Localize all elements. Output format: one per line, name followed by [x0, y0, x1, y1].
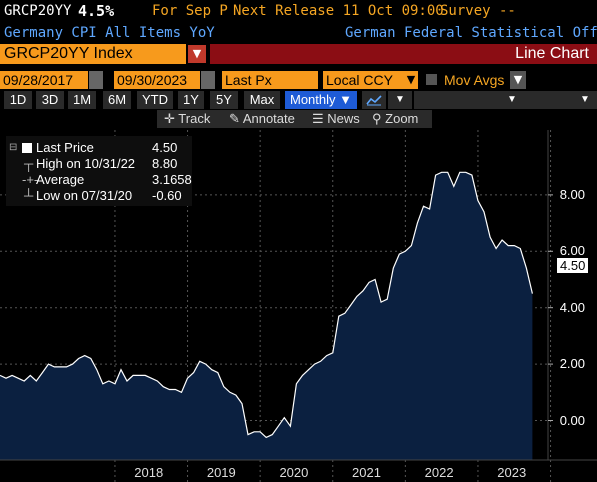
chevron-down-icon: ▼ [395, 94, 405, 105]
average-marker-icon: -+- [22, 172, 39, 187]
track-label: Track [178, 111, 211, 126]
chevron-down-icon: ▼ [406, 73, 416, 86]
mov-avgs-dropdown-button[interactable]: ▼ [510, 71, 526, 89]
y-tick-label: 0.00 [559, 412, 585, 428]
current-value: 4.5% [78, 2, 115, 20]
crosshair-icon: ✛ [164, 111, 175, 126]
last-price-swatch [22, 143, 32, 153]
legend: ⊟ Last Price 4.50 ┬ High on 10/31/22 8.8… [6, 136, 192, 206]
average-label: Average [36, 172, 85, 187]
start-calendar-icon[interactable] [89, 71, 103, 89]
last-price-label: Last Price [36, 140, 94, 155]
security-field[interactable]: GRCP20YY Index [0, 44, 186, 64]
chevron-down-icon: ▼ [513, 73, 523, 86]
chart-style-button[interactable] [362, 91, 386, 109]
zoom-tool[interactable]: ⚲ Zoom [372, 111, 418, 127]
price-area [0, 172, 533, 461]
news-tool[interactable]: ☰ News [312, 111, 360, 127]
y-tick-label: 8.00 [559, 186, 585, 202]
x-tick-label: 2018 [134, 465, 164, 480]
start-date-field[interactable]: 09/28/2017 [0, 71, 88, 89]
low-label: Low on 07/31/20 [36, 188, 133, 203]
price-line [0, 171, 533, 439]
news-label: News [327, 111, 360, 126]
chevron-down-icon: ▼ [507, 94, 517, 105]
track-tool[interactable]: ✛ Track [164, 111, 210, 127]
low-marker-icon: ┴ [24, 188, 34, 203]
average-value: 3.1658 [152, 172, 192, 187]
title-bar: Line Chart [210, 44, 597, 64]
range-button-1d[interactable]: 1D [4, 91, 32, 109]
currency-dropdown-button[interactable]: ▼ [404, 71, 418, 89]
annotate-label: Annotate [242, 111, 295, 126]
range-button-3d[interactable]: 3D [36, 91, 64, 109]
security-dropdown-button[interactable]: ▼ [188, 45, 206, 63]
x-tick-label: 2021 [352, 465, 381, 480]
currency-selector[interactable]: Local CCY [323, 71, 405, 89]
last-value-tag: 4.50 [557, 258, 589, 273]
range-button-5y[interactable]: 5Y [210, 91, 238, 109]
annotate-tool[interactable]: ✎ Annotate [229, 111, 295, 127]
x-tick-label: 2022 [424, 465, 454, 480]
end-date-field[interactable]: 09/30/2023 [114, 71, 200, 89]
pencil-icon: ✎ [229, 111, 240, 126]
news-icon: ☰ [312, 111, 324, 126]
magnifier-icon: ⚲ [372, 111, 382, 126]
x-tick-label: 2019 [206, 465, 236, 480]
mov-avgs-label: Mov Avgs [444, 72, 505, 88]
options-dropdown-2[interactable]: ▼ [575, 91, 595, 109]
line-chart-icon [366, 95, 382, 106]
ticker-code: GRCP20YY [4, 3, 72, 19]
y-tick-label: 6.00 [559, 243, 585, 259]
low-value: -0.60 [152, 188, 182, 203]
price-chart[interactable] [0, 130, 597, 482]
chart-type-label: Line Chart [515, 45, 589, 62]
y-tick-label: 4.00 [559, 299, 585, 315]
data-source: German Federal Statistical Office [345, 25, 597, 41]
collapse-icon[interactable]: ⊟ [9, 142, 18, 153]
chevron-down-icon: ▼ [192, 47, 202, 60]
x-tick-label: 2020 [279, 465, 309, 480]
range-button-1y[interactable]: 1Y [178, 91, 204, 109]
next-release: Next Release 11 Oct 09:00 [233, 3, 444, 19]
field-selector[interactable]: Last Px [222, 71, 318, 89]
mov-avgs-checkbox[interactable] [426, 74, 437, 85]
tool-bar [157, 110, 432, 128]
period-selector[interactable]: Monthly ▼ [285, 91, 357, 109]
end-calendar-icon[interactable] [201, 71, 215, 89]
x-tick-label: 2023 [497, 465, 527, 480]
survey: Survey -- [440, 3, 516, 19]
zoom-label: Zoom [385, 111, 419, 126]
range-button-6m[interactable]: 6M [103, 91, 131, 109]
high-label: High on 10/31/22 [36, 156, 136, 171]
last-price-value: 4.50 [152, 140, 178, 155]
security-description: Germany CPI All Items YoY [4, 25, 215, 41]
chart-style-dropdown[interactable]: ▼ [388, 91, 412, 109]
period-label: For Sep P [152, 3, 228, 19]
range-button-max[interactable]: Max [244, 91, 280, 109]
options-dropdown-1[interactable]: ▼ [502, 91, 522, 109]
chevron-down-icon: ▼ [580, 94, 590, 105]
range-button-1m[interactable]: 1M [68, 91, 96, 109]
high-marker-icon: ┬ [24, 156, 34, 171]
y-tick-label: 2.00 [559, 356, 585, 372]
range-button-ytd[interactable]: YTD [137, 91, 173, 109]
high-value: 8.80 [152, 156, 178, 171]
